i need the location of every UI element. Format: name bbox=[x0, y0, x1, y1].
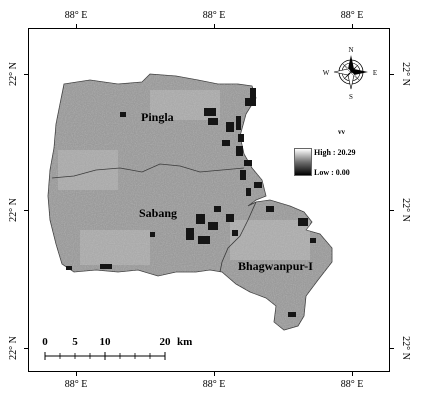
tick-mark bbox=[76, 24, 77, 28]
tick-mark bbox=[214, 24, 215, 28]
legend-title: vv bbox=[338, 128, 345, 136]
region-label-pingla: Pingla bbox=[141, 110, 174, 124]
scale-tick-label: 0 bbox=[42, 336, 48, 348]
north-arrow bbox=[333, 55, 368, 90]
tick-mark bbox=[390, 348, 394, 349]
tick-mark bbox=[24, 210, 28, 211]
tick-mark bbox=[214, 372, 215, 376]
longitude-label-bottom: 88° E bbox=[340, 379, 364, 390]
longitude-label-bottom: 88° E bbox=[202, 379, 226, 390]
tick-mark bbox=[24, 74, 28, 75]
legend-color-ramp bbox=[294, 148, 312, 176]
region-label-sabang: Sabang bbox=[139, 206, 178, 220]
compass-north: N bbox=[348, 46, 354, 54]
longitude-label-top: 88° E bbox=[202, 10, 226, 21]
compass-east: E bbox=[372, 69, 378, 77]
scale-bar bbox=[44, 352, 166, 360]
scale-unit: km bbox=[177, 336, 193, 348]
water-patches bbox=[66, 88, 316, 317]
tick-mark bbox=[352, 24, 353, 28]
longitude-label-top: 88° E bbox=[64, 10, 88, 21]
compass-west: W bbox=[322, 69, 330, 77]
legend-low-label: Low : 0.00 bbox=[314, 168, 350, 177]
tick-mark bbox=[352, 372, 353, 376]
longitude-label-top: 88° E bbox=[340, 10, 364, 21]
compass-south: S bbox=[349, 93, 353, 101]
scale-tick-label: 20 bbox=[159, 336, 171, 348]
tick-mark bbox=[390, 74, 394, 75]
light-patches bbox=[58, 90, 310, 265]
longitude-label-bottom: 88° E bbox=[64, 379, 88, 390]
region-label-bhagwanpur: Bhagwanpur-I bbox=[238, 259, 313, 273]
boundary-pingla-sabang bbox=[51, 163, 245, 179]
legend-high-label: High : 20.29 bbox=[314, 148, 356, 157]
scale-tick-label: 10 bbox=[99, 336, 111, 348]
tick-mark bbox=[76, 372, 77, 376]
boundary-sabang-bhagwanpur bbox=[219, 201, 257, 273]
tick-mark bbox=[390, 210, 394, 211]
scale-tick-label: 5 bbox=[72, 336, 78, 348]
tick-mark bbox=[24, 348, 28, 349]
